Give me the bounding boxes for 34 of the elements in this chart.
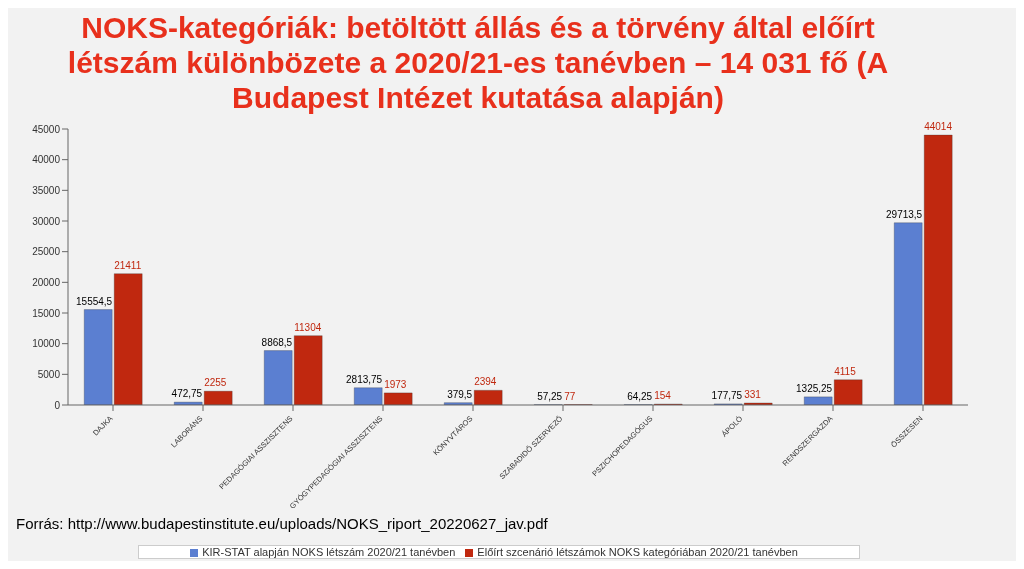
y-tick-label: 5000 xyxy=(37,368,61,380)
y-tick-label: 40000 xyxy=(32,154,61,166)
y-tick-label: 10000 xyxy=(32,338,61,350)
data-label: 57,25 xyxy=(537,390,563,402)
data-label: 1973 xyxy=(384,378,407,390)
data-label: 472,75 xyxy=(171,388,203,400)
y-tick-label: 30000 xyxy=(32,215,61,227)
data-label: 4115 xyxy=(834,365,857,377)
chart-title: NOKS-kategóriák: betöltött állás és a törvény által előírt létszám különbözete a 2020/21-es tanévben – 14 031 fő (A Budapest Intézet kutatása alapján) xyxy=(66,10,890,115)
data-label: 154 xyxy=(654,390,672,402)
data-label: 11304 xyxy=(294,321,322,333)
data-label: 331 xyxy=(744,388,762,400)
data-label: 21411 xyxy=(114,259,142,271)
y-tick-label: 20000 xyxy=(32,276,61,288)
data-label: 2255 xyxy=(204,377,227,389)
data-label: 177,75 xyxy=(711,389,743,401)
y-tick-label: 15000 xyxy=(32,307,61,319)
legend-label: KIR-STAT alapján NOKS létszám 2020/21 tanévben xyxy=(202,546,456,558)
data-label: 379,5 xyxy=(447,388,473,400)
legend-label: Előírt szcenárió létszámok NOKS kategóriában 2020/21 tanévben xyxy=(477,546,798,558)
data-label: 44014 xyxy=(924,121,953,133)
y-tick-label: 35000 xyxy=(32,184,61,196)
y-tick-label: 0 xyxy=(54,399,61,411)
data-label: 2394 xyxy=(474,376,497,388)
data-label: 1325,25 xyxy=(796,382,833,394)
data-label: 64,25 xyxy=(627,390,653,402)
data-label: 8868,5 xyxy=(261,336,293,348)
text: Forrás: http://www.budapestinstitute.eu/uploads/NOKS_riport_20220627_jav.pdf xyxy=(16,515,548,532)
y-tick-label: 45000 xyxy=(32,123,61,135)
data-label: 77 xyxy=(564,390,576,402)
data-label: 2813,75 xyxy=(346,373,383,385)
data-label: 29713,5 xyxy=(886,208,923,220)
data-label: 15554,5 xyxy=(76,295,113,307)
y-tick-label: 25000 xyxy=(32,246,61,258)
